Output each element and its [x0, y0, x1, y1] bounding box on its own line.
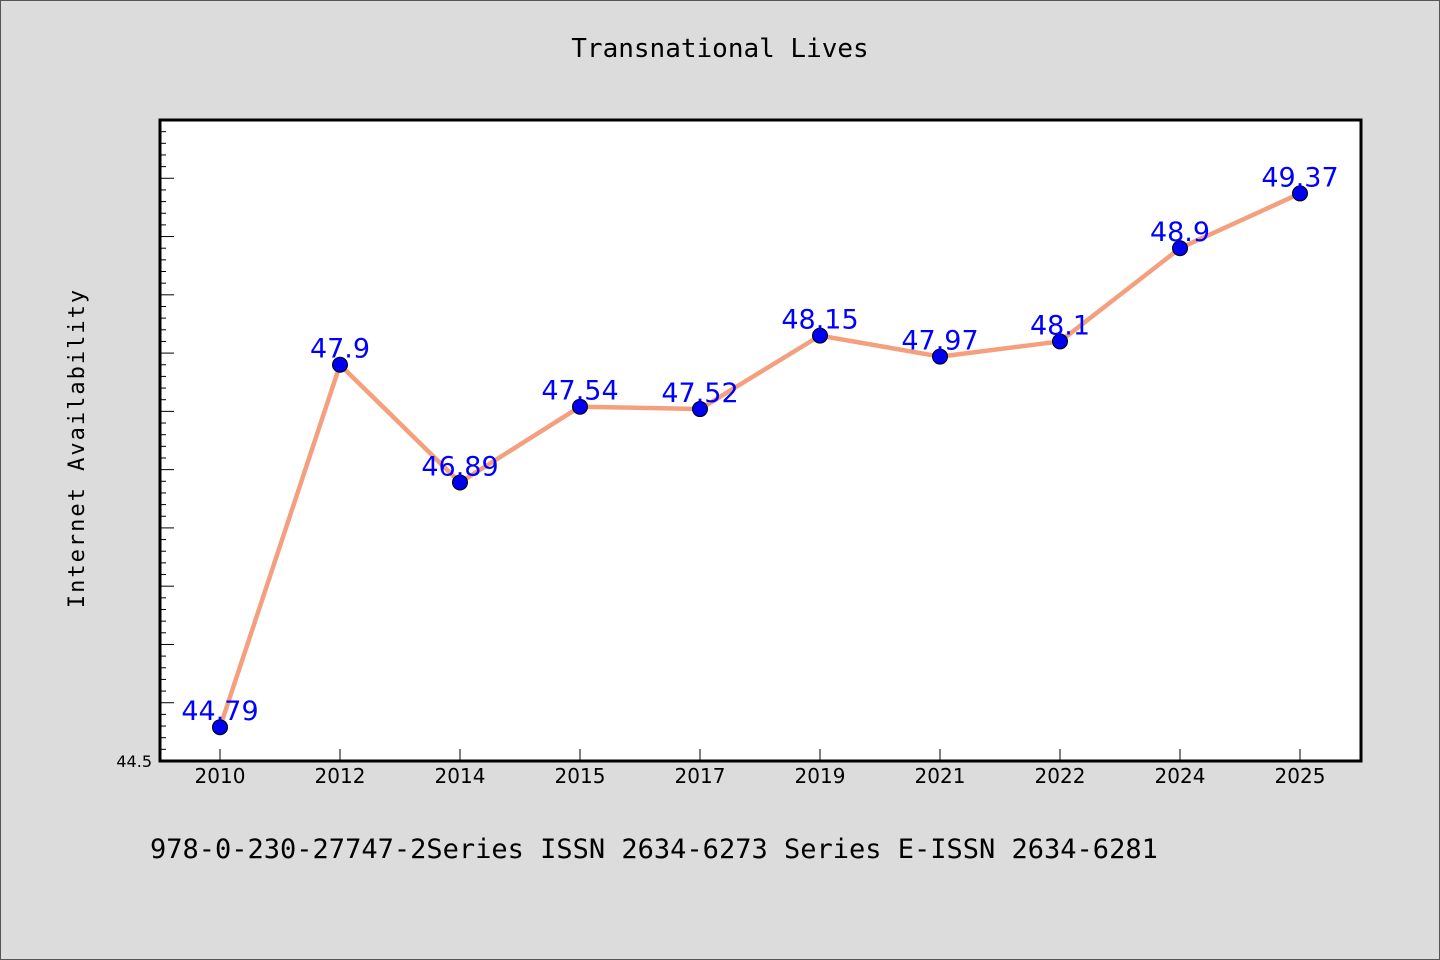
series-line	[217, 191, 1303, 730]
data-point-marker	[212, 719, 228, 736]
data-point-marker	[572, 398, 588, 415]
data-labels: 44.79 47.9 46.89 47.54 47.52 48.15 47.97 48.1 48…	[181, 162, 1338, 727]
data-point-marker	[332, 356, 348, 373]
x-tick-label: 2012	[315, 764, 366, 788]
data-point-marker	[932, 348, 948, 365]
x-tick-label: 2021	[915, 764, 966, 788]
data-label: 48.1	[1030, 310, 1090, 341]
x-tick-label: 2024	[1155, 764, 1206, 788]
series-line-group	[217, 191, 1303, 730]
data-point-marker	[692, 401, 708, 418]
footer-isbn-text: 978-0-230-27747-2Series ISSN 2634-6273 S…	[150, 834, 1158, 865]
data-label: 44.79	[181, 696, 258, 727]
data-label: 47.54	[541, 376, 618, 407]
x-tick-label: 2015	[555, 764, 606, 788]
data-point-marker	[812, 327, 828, 344]
data-markers	[212, 185, 1308, 736]
x-tick-label: 2019	[795, 764, 846, 788]
x-tick-label: 2022	[1035, 764, 1086, 788]
data-label: 47.52	[661, 378, 738, 409]
x-tick-label: 2017	[675, 764, 726, 788]
x-tick-label: 2014	[435, 764, 486, 788]
data-label: 48.15	[781, 305, 858, 336]
data-label: 48.9	[1150, 217, 1210, 248]
plot-area	[158, 118, 1363, 763]
y-axis-ticks	[160, 119, 174, 762]
y-tick-label: 44.5	[116, 752, 152, 771]
x-tick-label: 2010	[195, 764, 246, 788]
data-label: 46.89	[421, 451, 498, 482]
x-axis-ticks	[219, 749, 1301, 761]
data-point-marker	[1052, 333, 1068, 350]
data-label: 49.37	[1261, 162, 1338, 193]
data-label: 47.97	[901, 326, 978, 357]
data-point-marker	[1172, 240, 1188, 257]
data-label: 47.9	[310, 334, 370, 365]
y-axis-tick-labels: 44.5	[116, 752, 152, 771]
data-point-marker	[452, 474, 468, 491]
data-point-marker	[1292, 185, 1308, 202]
x-axis-tick-labels: 2010 2012 2014 2015 2017 2019 2021 2022 2024 2025	[195, 764, 1326, 788]
x-tick-label: 2025	[1275, 764, 1326, 788]
y-axis-label: Internet Availability	[65, 288, 90, 608]
chart-title: Transnational Lives	[571, 34, 869, 64]
